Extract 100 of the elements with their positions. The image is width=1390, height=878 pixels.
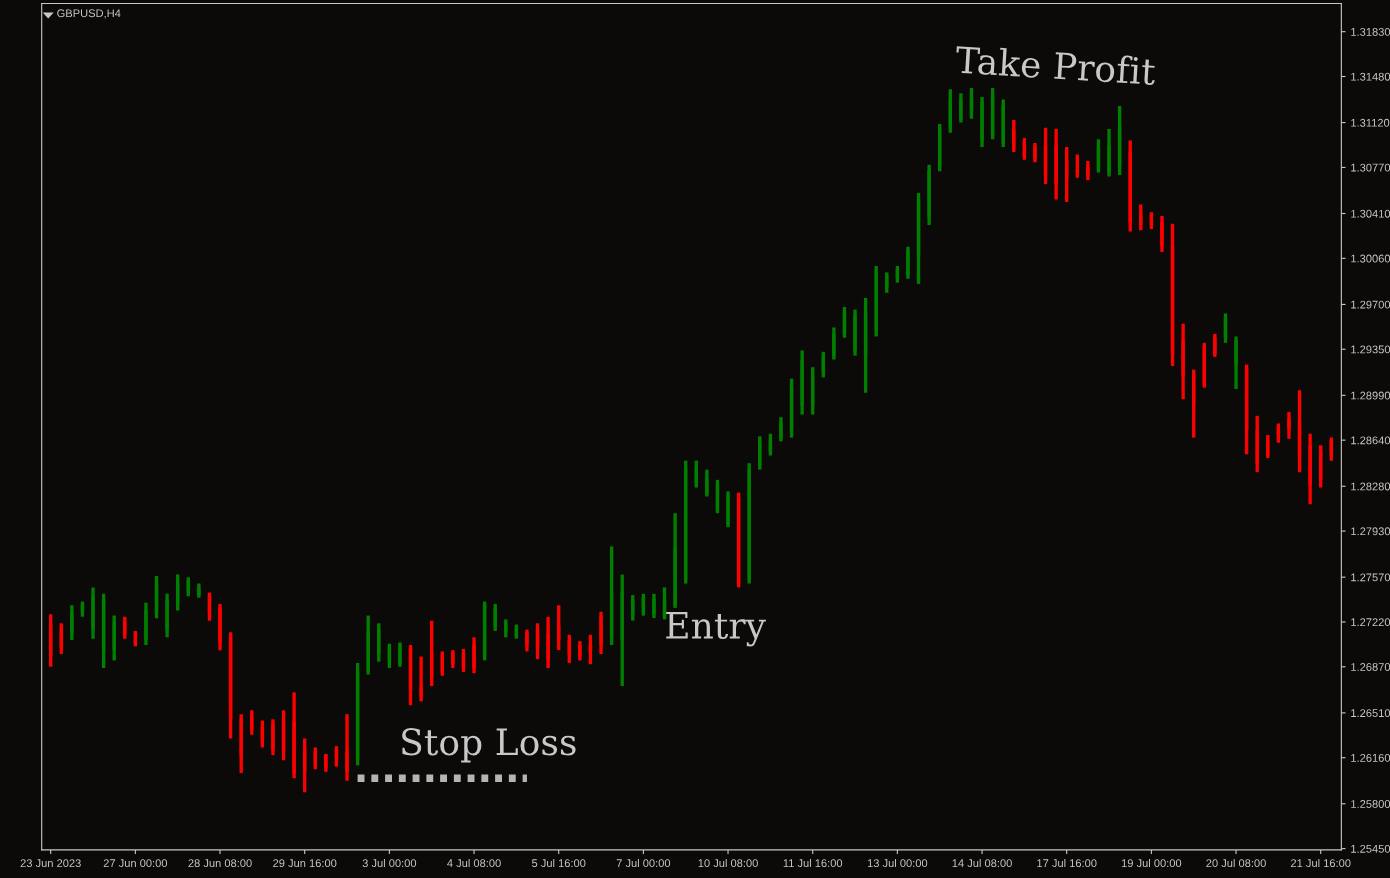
x-tick-label: 3 Jul 00:00	[362, 858, 417, 868]
candlestick	[726, 491, 730, 528]
candlestick	[525, 629, 529, 652]
candlestick	[874, 266, 878, 337]
candlestick	[1096, 139, 1101, 173]
x-tick-label: 27 Jun 00:00	[103, 859, 168, 868]
y-tick-label: 1.26870	[1351, 663, 1390, 671]
candlestick	[1107, 129, 1111, 177]
chart-title: GBPUSD,H4	[57, 9, 121, 19]
candlestick	[165, 593, 169, 638]
y-tick-label: 1.29350	[1351, 345, 1390, 354]
candlestick	[705, 469, 709, 497]
x-tick-label: 19 Jul 00:00	[1121, 858, 1182, 868]
candlestick	[1022, 137, 1027, 160]
candlestick	[271, 719, 275, 757]
candlestick	[472, 637, 476, 674]
candlestick	[567, 634, 571, 663]
candlestick	[684, 460, 688, 584]
candlestick	[377, 623, 381, 662]
candlestick	[916, 193, 921, 284]
y-tick-label: 1.31120	[1351, 118, 1390, 127]
candlestick	[260, 720, 265, 748]
y-tick-label: 1.28640	[1351, 436, 1390, 445]
candlestick	[355, 662, 360, 766]
candlestick	[1012, 120, 1016, 153]
candlestick	[1139, 204, 1143, 232]
candlestick	[1287, 411, 1291, 439]
candlestick	[821, 351, 825, 378]
candlestick	[101, 593, 106, 669]
x-tick-label: 13 Jul 00:00	[867, 858, 928, 868]
x-tick-label: 21 Jul 16:00	[1291, 858, 1351, 868]
candlestick	[398, 642, 402, 667]
y-tick-label: 1.30770	[1351, 163, 1390, 172]
candlestick	[70, 605, 74, 640]
candlestick	[461, 647, 466, 672]
y-tick-label: 1.29700	[1351, 300, 1390, 309]
candlestick	[1054, 129, 1058, 200]
candlestick	[546, 615, 550, 670]
candlestick	[1128, 140, 1132, 232]
annotation: Take Profit	[955, 45, 1157, 86]
x-tick-label: 29 Jun 16:00	[273, 859, 337, 868]
candlestick	[673, 513, 677, 608]
candlestick	[1160, 216, 1164, 252]
candlestick	[1244, 364, 1249, 455]
y-tick-label: 1.26510	[1351, 709, 1390, 718]
candlestick	[1001, 99, 1005, 147]
candlestick	[1065, 146, 1069, 202]
x-tick-label: 17 Jul 16:00	[1037, 858, 1097, 868]
candlestick	[789, 378, 794, 438]
candlestick	[948, 89, 952, 133]
x-tick-label: 14 Jul 08:00	[952, 858, 1012, 868]
candlestick	[969, 88, 974, 119]
candlestick	[482, 601, 487, 661]
y-tick-label: 1.31480	[1351, 72, 1390, 81]
candlestick	[599, 611, 603, 654]
candlestick	[281, 710, 286, 761]
candlestick	[811, 367, 815, 415]
candlestick	[59, 623, 63, 654]
candlestick	[1117, 105, 1122, 176]
candlestick	[334, 746, 339, 767]
candlestick	[885, 272, 889, 293]
annotation: Entry	[666, 612, 766, 647]
candlestick	[1213, 332, 1217, 357]
y-tick-label: 1.25450	[1351, 844, 1390, 853]
candlestick	[715, 478, 720, 515]
candlestick	[345, 714, 349, 781]
candlestick	[779, 417, 783, 442]
candlestick	[1308, 433, 1312, 505]
candlestick	[927, 163, 931, 226]
candlestick	[1181, 323, 1185, 400]
candlestick	[832, 327, 836, 360]
candlestick	[842, 306, 847, 338]
candlestick	[1170, 223, 1175, 366]
candlestick	[588, 634, 593, 665]
candlestick	[451, 650, 455, 670]
candlestick	[1149, 212, 1154, 229]
candlestick	[863, 298, 868, 393]
candlestick	[366, 615, 370, 675]
candlestick	[620, 574, 624, 686]
x-tick-label: 5 Jul 16:00	[531, 858, 586, 868]
candlestick	[419, 656, 423, 702]
y-tick-label: 1.26160	[1351, 753, 1390, 762]
candlestick	[736, 492, 741, 588]
y-tick-label: 1.27930	[1351, 527, 1390, 536]
candlestick	[631, 595, 635, 621]
candlestick	[313, 747, 317, 770]
candlestick	[557, 605, 561, 652]
y-tick-label: 1.25800	[1351, 800, 1390, 808]
candlestick	[662, 587, 667, 620]
candlestick	[91, 587, 95, 639]
x-tick-label: 7 Jul 00:00	[616, 858, 671, 868]
candlestick	[906, 246, 910, 279]
candlestick	[535, 623, 540, 661]
annotation: Stop Loss	[402, 728, 576, 763]
candlestick	[1192, 369, 1196, 438]
candlestick	[80, 601, 85, 617]
candlestick	[408, 645, 413, 706]
candlestick	[493, 604, 497, 631]
x-tick-label: 28 Jun 08:00	[188, 859, 252, 868]
candlestick	[990, 88, 995, 140]
